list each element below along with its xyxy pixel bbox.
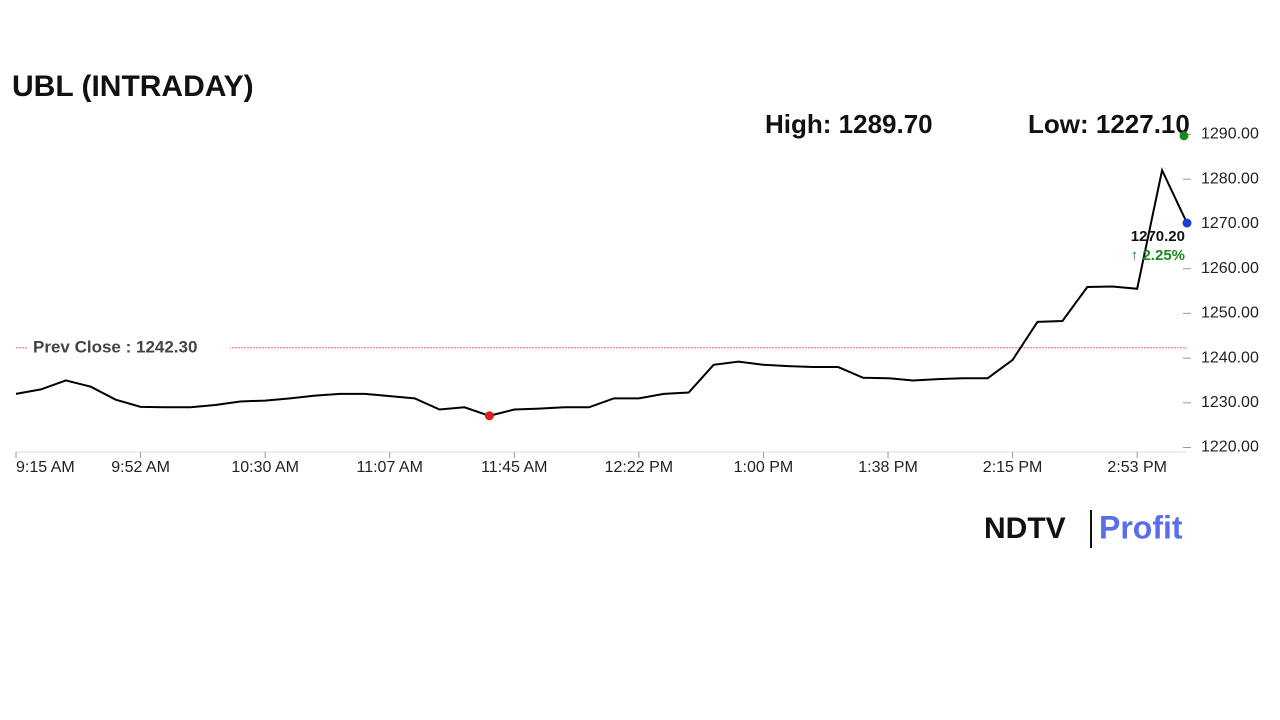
low-label: Low: 1227.10: [1028, 109, 1190, 139]
y-tick-label: 1240.00: [1201, 349, 1259, 366]
y-tick-label: 1260.00: [1201, 260, 1259, 277]
x-tick-label: 1:38 PM: [858, 459, 918, 476]
x-tick-label: 11:07 AM: [357, 459, 423, 476]
x-tick-label: 12:22 PM: [605, 459, 673, 476]
y-tick-label: 1250.00: [1201, 305, 1259, 322]
logo-left: NDTV: [984, 512, 1066, 545]
change-label: ↑ 2.25%: [1131, 247, 1185, 264]
prev-close-label: Prev Close : 1242.30: [33, 337, 197, 356]
x-tick-label: 2:15 PM: [983, 459, 1043, 476]
y-tick-label: 1290.00: [1201, 126, 1259, 143]
chart-title: UBL (INTRADAY): [12, 70, 254, 103]
y-tick-label: 1280.00: [1201, 170, 1259, 187]
high-marker: [1179, 131, 1189, 141]
y-tick-label: 1270.00: [1201, 215, 1259, 232]
x-tick-label: 10:30 AM: [231, 459, 299, 476]
low-marker: [484, 411, 494, 421]
logo-right: Profit: [1099, 509, 1183, 545]
prev-close-bg: [28, 336, 230, 359]
last-marker: [1182, 218, 1192, 228]
y-tick-label: 1230.00: [1201, 394, 1259, 411]
last-label: 1270.20: [1131, 228, 1185, 245]
price-line: [15, 167, 1188, 417]
high-label: High: 1289.70: [765, 109, 933, 139]
x-tick-label: 11:45 AM: [481, 459, 547, 476]
x-tick-label: 1:00 PM: [734, 459, 794, 476]
y-tick-label: 1220.00: [1201, 439, 1259, 456]
x-tick-label: 2:53 PM: [1107, 459, 1167, 476]
x-tick-label: 9:52 AM: [111, 459, 170, 476]
x-tick-label: 9:15 AM: [16, 459, 75, 476]
